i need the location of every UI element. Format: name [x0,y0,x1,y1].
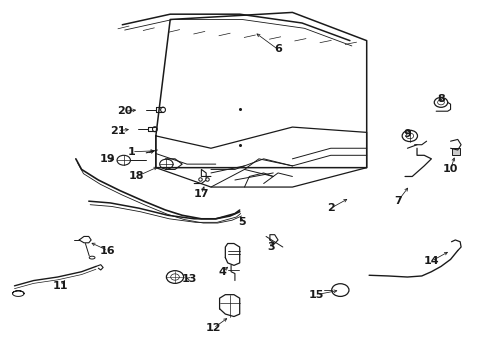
Text: 15: 15 [308,290,324,300]
Text: 20: 20 [117,106,132,116]
Text: 9: 9 [403,129,410,139]
Text: 4: 4 [219,267,226,277]
Text: 21: 21 [109,126,125,136]
Text: 8: 8 [436,94,444,104]
Text: 14: 14 [423,256,438,266]
Text: 11: 11 [52,281,68,291]
Text: 2: 2 [326,203,334,213]
Text: 18: 18 [129,171,144,181]
Text: 5: 5 [238,217,245,227]
Text: 17: 17 [193,189,209,199]
Bar [450,148,459,154]
Text: 6: 6 [274,45,282,54]
Text: 1: 1 [128,147,136,157]
Text: 12: 12 [205,323,221,333]
Text: 10: 10 [442,165,457,174]
Text: 3: 3 [266,242,274,252]
Text: 16: 16 [100,246,116,256]
Text: 7: 7 [393,196,401,206]
Text: 13: 13 [182,274,197,284]
Text: 19: 19 [100,154,116,164]
